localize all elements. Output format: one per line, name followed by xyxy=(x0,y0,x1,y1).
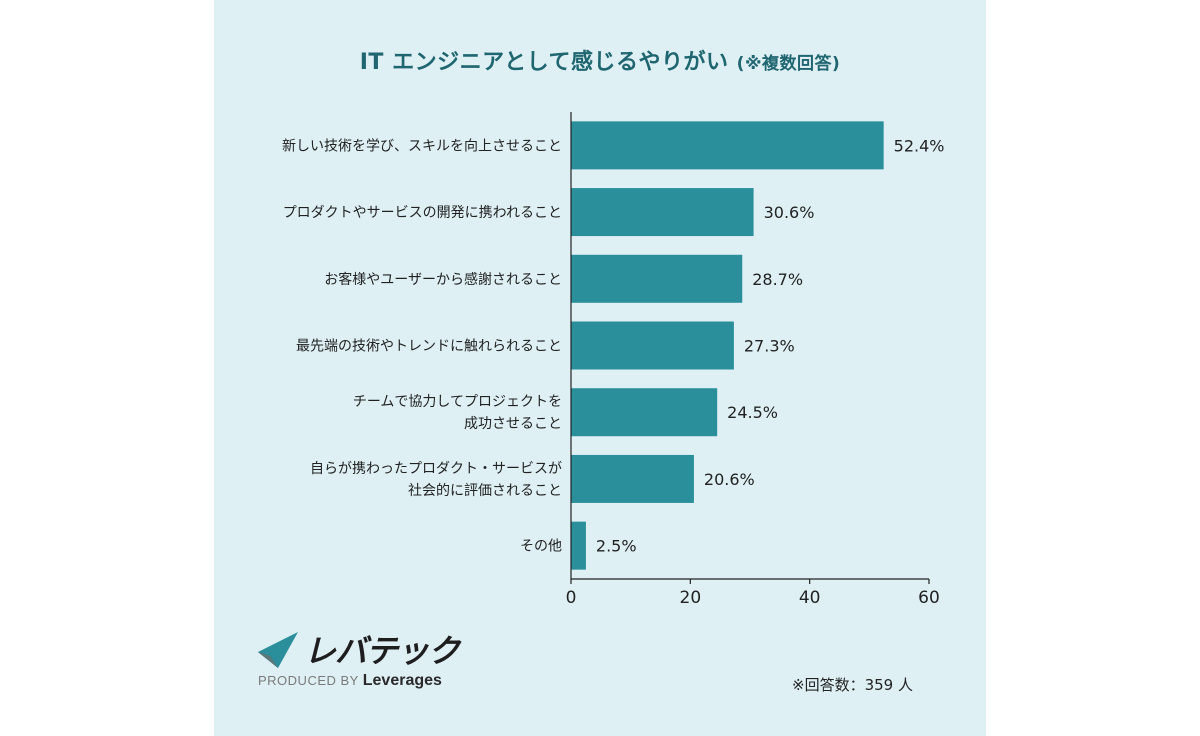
category-label: お客様やユーザーから感謝されること xyxy=(324,271,562,288)
value-label: 28.7% xyxy=(752,270,803,289)
bars-layer xyxy=(571,121,884,570)
x-tick-label: 40 xyxy=(799,588,821,608)
category-label: プロダクトやサービスの開発に携われること xyxy=(283,205,562,221)
bar xyxy=(571,521,586,570)
x-tick-label: 20 xyxy=(680,588,702,608)
x-tick-label: 60 xyxy=(918,588,940,608)
bar xyxy=(571,254,743,303)
bar xyxy=(571,188,754,237)
respondent-count: ※回答数：359 人 xyxy=(792,676,913,694)
category-label: 最先端の技術やトレンドに触れられること xyxy=(296,339,562,355)
brand-logo: レバテック PRODUCED BY Leverages xyxy=(256,626,476,696)
category-label: 成功させること xyxy=(464,416,562,432)
value-labels-layer: 52.4% 30.6% 28.7% 27.3% 24.5% 20.6% 2.5% xyxy=(596,136,945,555)
bar xyxy=(571,121,884,170)
levtech-logo-icon xyxy=(258,632,298,668)
category-label: その他 xyxy=(520,539,562,555)
category-label: 社会的に評価されること xyxy=(408,483,562,499)
logo-wordmark: レバテック xyxy=(304,632,460,670)
axes-layer: 0 20 40 60 xyxy=(566,112,940,608)
value-label: 52.4% xyxy=(894,136,945,155)
bar xyxy=(571,388,718,437)
value-label: 30.6% xyxy=(764,203,815,222)
x-tick-label: 0 xyxy=(566,588,577,608)
produced-by: PRODUCED BY Leverages xyxy=(258,672,442,690)
value-label: 27.3% xyxy=(744,337,795,356)
bar xyxy=(571,454,694,503)
produced-by-label: PRODUCED BY xyxy=(258,673,359,688)
category-labels-layer: 新しい技術を学び、スキルを向上させることプロダクトやサービスの開発に携われること… xyxy=(282,138,562,554)
value-label: 2.5% xyxy=(596,537,637,556)
chart-title: IT エンジニアとして感じるやりがい (※複数回答) xyxy=(214,44,986,76)
company-name: Leverages xyxy=(362,672,442,689)
category-label: 新しい技術を学び、スキルを向上させること xyxy=(282,138,562,154)
bar xyxy=(571,321,734,370)
category-label: チームで協力してプロジェクトを xyxy=(353,394,562,410)
chart-title-sub: (※複数回答) xyxy=(736,54,841,74)
category-label: 自らが携わったプロダクト・サービスが xyxy=(310,461,562,477)
value-label: 24.5% xyxy=(727,403,778,422)
chart-title-main: IT エンジニアとして感じるやりがい xyxy=(359,50,729,75)
value-label: 20.6% xyxy=(704,470,755,489)
